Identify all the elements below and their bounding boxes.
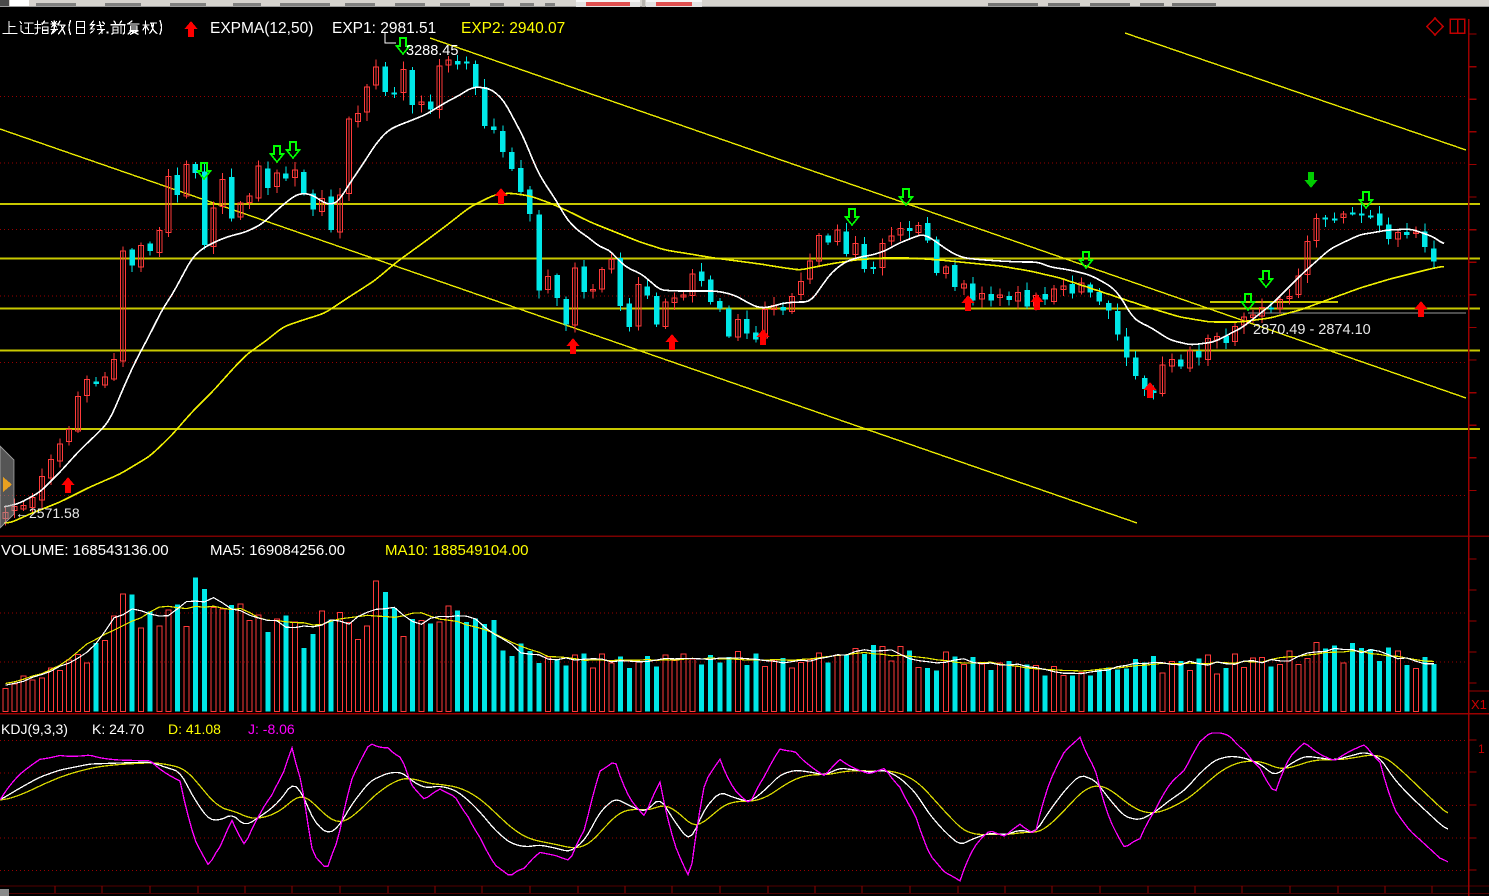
svg-text:K: 24.70: K: 24.70 <box>92 721 144 737</box>
svg-text:KDJ(9,3,3): KDJ(9,3,3) <box>1 721 68 737</box>
svg-text:MA5: 169084256.00: MA5: 169084256.00 <box>210 542 345 559</box>
svg-text:EXP1: 2981.51: EXP1: 2981.51 <box>332 20 436 37</box>
svg-text:EXP2: 2940.07: EXP2: 2940.07 <box>461 20 565 37</box>
svg-text:VOLUME: 168543136.00: VOLUME: 168543136.00 <box>1 542 169 559</box>
svg-text:MA10: 188549104.00: MA10: 188549104.00 <box>385 542 528 559</box>
svg-text:2870.49 - 2874.10: 2870.49 - 2874.10 <box>1253 322 1371 338</box>
svg-text:←2571.58: ←2571.58 <box>15 505 80 521</box>
svg-text:EXPMA(12,50): EXPMA(12,50) <box>210 20 313 37</box>
svg-text:X1: X1 <box>1471 697 1487 712</box>
svg-text:D: 41.08: D: 41.08 <box>168 721 221 737</box>
svg-text:J: -8.06: J: -8.06 <box>248 721 295 737</box>
svg-text:1: 1 <box>1478 742 1485 756</box>
svg-text:3288.45: 3288.45 <box>406 43 458 59</box>
